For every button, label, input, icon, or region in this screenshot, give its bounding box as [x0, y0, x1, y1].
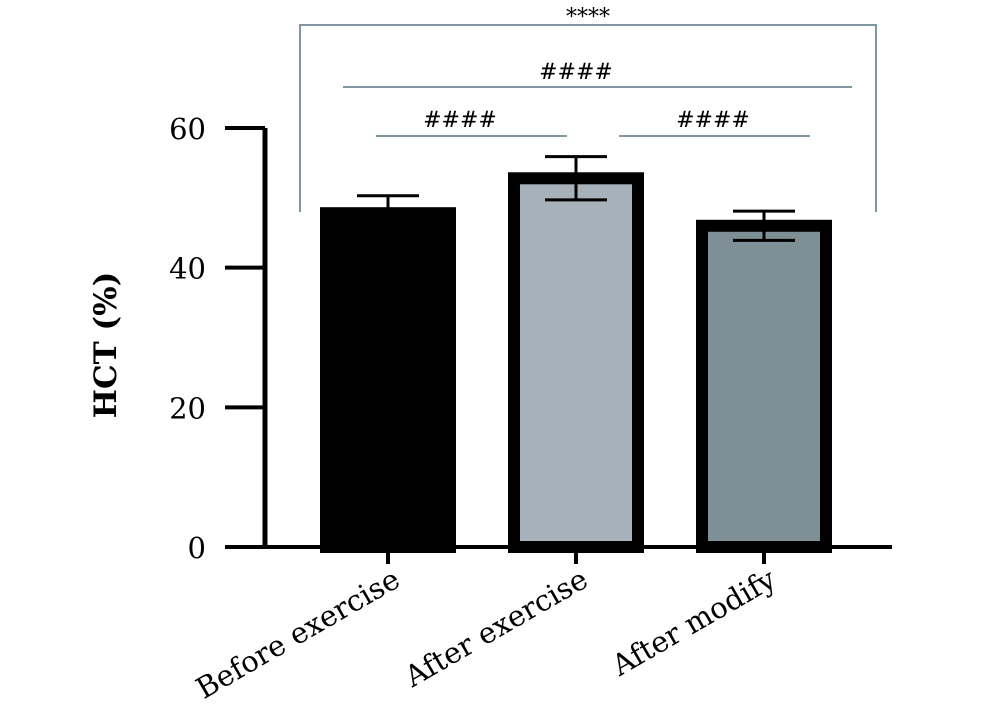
bar-1: [508, 172, 644, 553]
y-tick-label-3: 60: [169, 112, 206, 146]
significance-label-0: ****: [566, 5, 610, 30]
y-tick-label-2: 40: [169, 252, 206, 286]
bar-2: [696, 219, 832, 553]
category-label-1: After exercise: [398, 562, 594, 695]
category-label-2: After modify: [605, 561, 782, 683]
y-tick-label-1: 20: [169, 391, 206, 425]
significance-label-1: ####: [539, 60, 613, 85]
category-label-0: Before exercise: [190, 562, 405, 706]
bar-0: [320, 207, 456, 554]
significance-bracket-0: [299, 24, 877, 212]
significance-label-3: ####: [676, 108, 750, 133]
y-axis-label: HCT (%): [88, 272, 124, 419]
significance-label-2: ####: [423, 108, 497, 133]
y-tick-label-0: 0: [188, 531, 206, 565]
